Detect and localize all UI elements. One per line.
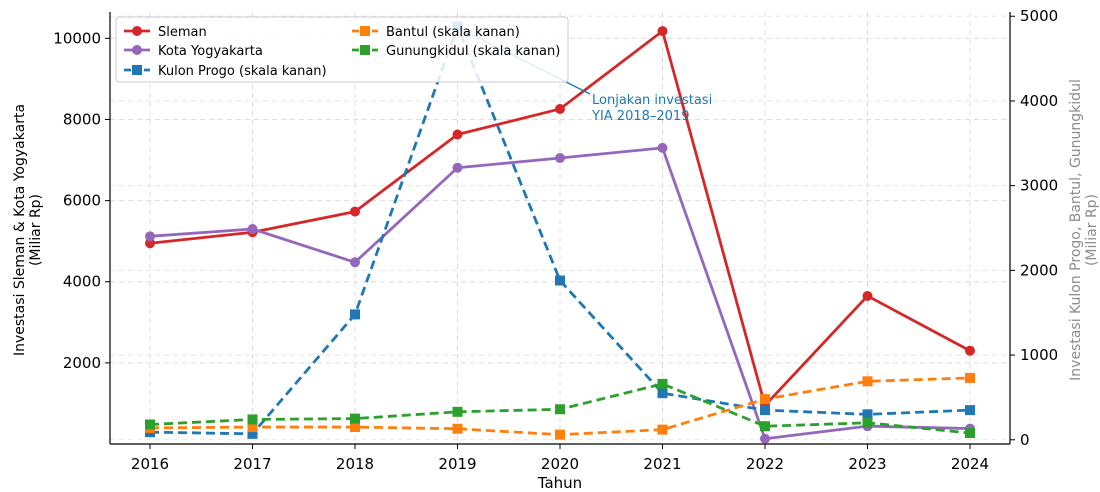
point-kulon-progo — [862, 409, 873, 420]
point-kulon-progo — [555, 275, 565, 286]
point-kota-yogyakarta — [247, 224, 258, 235]
y-right-axis-label-unit: (Miliar Rp) — [1084, 194, 1100, 266]
point-kota-yogyakarta — [657, 142, 668, 153]
point-kota-yogyakarta — [760, 433, 770, 444]
point-sleman — [350, 206, 360, 217]
legend-label-kota-yogyakarta: Kota Yogyakarta — [158, 44, 263, 59]
series-line-kulon-progo — [149, 24, 971, 436]
point-gunungkidul — [452, 406, 463, 417]
point-kota-yogyakarta — [452, 162, 463, 173]
y-left-axis-label-unit: (Miliar Rp) — [28, 194, 44, 266]
point-gunungkidul — [145, 419, 155, 430]
point-bantul — [862, 376, 873, 387]
y-left-axis-label: Investasi Sleman & Kota Yogyakarta — [12, 104, 28, 356]
x-tick-label: 2024 — [951, 455, 989, 473]
y-left-tick-label: 4000 — [63, 273, 101, 291]
legend-marker-sleman — [132, 26, 142, 36]
y-right-axis-label: Investasi Kulon Progo, Bantul, Gunungkid… — [1068, 79, 1084, 381]
annotation-text-line2: YIA 2018–2019 — [591, 109, 689, 124]
x-tick-label: 2017 — [233, 455, 271, 473]
point-bantul — [350, 422, 360, 433]
x-tick-label: 2020 — [541, 455, 579, 473]
point-kulon-progo — [247, 428, 258, 439]
legend-marker-gunungkidul — [360, 45, 370, 55]
x-tick-label: 2021 — [643, 455, 681, 473]
y-right-tick-label: 2000 — [1020, 261, 1058, 279]
y-left-tick-label: 6000 — [63, 192, 101, 210]
x-tick-label: 2023 — [848, 455, 886, 473]
point-bantul — [657, 424, 668, 435]
point-kota-yogyakarta — [555, 153, 565, 164]
point-sleman — [452, 129, 463, 140]
point-kota-yogyakarta — [350, 257, 360, 268]
y-left-tick-label: 2000 — [63, 354, 101, 372]
point-sleman — [862, 290, 873, 301]
point-bantul — [760, 394, 770, 405]
point-kulon-progo — [965, 405, 975, 416]
point-kulon-progo — [657, 388, 668, 399]
point-kulon-progo — [760, 405, 770, 416]
y-right-tick-label: 5000 — [1020, 7, 1058, 25]
y-right-tick-label: 0 — [1020, 431, 1030, 449]
axes: 2016 2017 2018 2019 2020 2021 2022 2023 2024 2000… — [53, 7, 1058, 473]
legend-label-kulon-progo: Kulon Progo (skala kanan) — [158, 64, 327, 79]
point-bantul — [452, 423, 463, 434]
x-axis-label: Tahun — [537, 474, 582, 492]
point-kota-yogyakarta — [145, 231, 155, 242]
point-gunungkidul — [760, 421, 770, 432]
y-left-tick-label: 8000 — [63, 110, 101, 128]
point-bantul — [247, 422, 258, 433]
point-gunungkidul — [862, 417, 873, 428]
point-gunungkidul — [657, 378, 668, 389]
legend-label-sleman: Sleman — [158, 25, 207, 40]
legend: Sleman Kota Yogyakarta Kulon Progo (skala … — [115, 16, 569, 83]
x-tick-label: 2019 — [438, 455, 476, 473]
y-right-tick-label: 1000 — [1020, 346, 1058, 364]
point-gunungkidul — [350, 413, 360, 424]
x-tick-label: 2018 — [336, 455, 374, 473]
series-lines — [145, 21, 975, 444]
y-right-tick-label: 4000 — [1020, 92, 1058, 110]
point-sleman — [657, 26, 668, 37]
point-sleman — [555, 103, 565, 114]
point-bantul — [965, 372, 975, 383]
legend-marker-bantul — [360, 26, 370, 36]
x-tick-label: 2016 — [131, 455, 169, 473]
point-kulon-progo — [350, 309, 360, 320]
legend-label-gunungkidul: Gunungkidul (skala kanan) — [386, 44, 560, 59]
y-right-tick-label: 3000 — [1020, 177, 1058, 195]
legend-label-bantul: Bantul (skala kanan) — [386, 25, 520, 40]
point-sleman — [965, 345, 975, 356]
point-gunungkidul — [555, 404, 565, 415]
legend-box — [115, 16, 569, 83]
point-gunungkidul — [965, 427, 975, 438]
legend-marker-kulon-progo — [132, 65, 142, 75]
annotation-text-line1: Lonjakan investasi — [592, 93, 712, 108]
legend-marker-kota-yogyakarta — [132, 45, 142, 55]
point-sleman — [145, 238, 155, 249]
x-tick-label: 2022 — [746, 455, 784, 473]
y-left-tick-label: 10000 — [53, 29, 101, 47]
point-gunungkidul — [247, 414, 258, 425]
point-bantul — [555, 429, 565, 440]
